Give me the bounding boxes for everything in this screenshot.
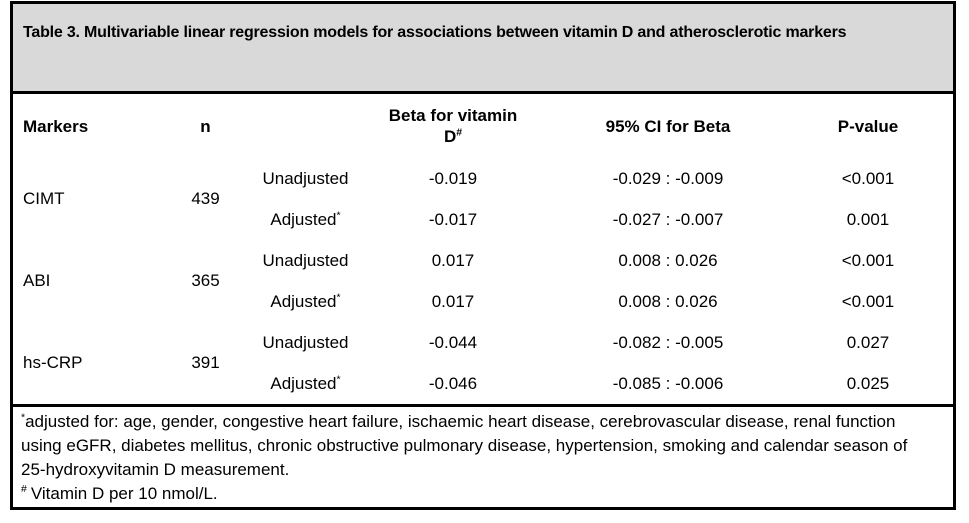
- footnote-hash: #: [21, 483, 27, 496]
- header-row: Markers n Beta for vitamin D# 95% CI for…: [13, 94, 953, 158]
- beta-cell: -0.017: [428, 209, 478, 229]
- beta-header-line2: D#: [443, 126, 463, 146]
- model-superscript: *: [336, 290, 341, 303]
- table-row-hscrp-adjusted: Adjusted* -0.046 -0.085 : -0.006 0.025: [13, 363, 953, 404]
- model-cell: Unadjusted: [262, 168, 349, 188]
- pvalue-cell: <0.001: [841, 168, 895, 188]
- n-cell: 365: [191, 271, 220, 290]
- table-title-band: Table 3. Multivariable linear regression…: [13, 4, 953, 94]
- footnote-asterisk: *: [21, 411, 26, 424]
- footnote-adjusted: *adjusted for: age, gender, congestive h…: [21, 411, 908, 479]
- table-row-cimt-unadjusted: CIMT 439 Unadjusted -0.019 -0.029 : -0.0…: [13, 158, 953, 209]
- beta-cell: 0.017: [431, 291, 475, 311]
- beta-cell: -0.044: [428, 332, 478, 352]
- beta-header-line1: Beta for vitamin: [388, 106, 518, 125]
- n-cell: 391: [191, 353, 220, 372]
- beta-cell: -0.019: [428, 168, 478, 188]
- beta-cell: 0.017: [431, 250, 475, 270]
- pvalue-cell: <0.001: [841, 250, 895, 270]
- column-header-n: n: [200, 116, 211, 136]
- footnote-vitamin-d: # Vitamin D per 10 nmol/L.: [21, 483, 218, 503]
- model-cell: Adjusted*: [270, 290, 341, 311]
- column-header-ci: 95% CI for Beta: [605, 116, 731, 136]
- model-cell: Adjusted*: [270, 372, 341, 393]
- pvalue-cell: <0.001: [841, 291, 895, 311]
- column-header-model: [258, 94, 353, 158]
- regression-table: Markers n Beta for vitamin D# 95% CI for…: [13, 94, 953, 404]
- pvalue-cell: 0.027: [846, 332, 890, 352]
- model-superscript: *: [336, 372, 341, 385]
- model-superscript: *: [336, 208, 341, 221]
- ci-cell: 0.008 : 0.026: [618, 291, 718, 311]
- pvalue-cell: 0.025: [846, 373, 890, 393]
- ci-cell: -0.082 : -0.005: [612, 332, 724, 352]
- pvalue-cell: 0.001: [846, 209, 890, 229]
- table-row-hscrp-unadjusted: hs-CRP 391 Unadjusted -0.044 -0.082 : -0…: [13, 322, 953, 373]
- ci-cell: 0.008 : 0.026: [618, 250, 718, 270]
- table-title: Table 3. Multivariable linear regression…: [23, 24, 847, 41]
- ci-cell: -0.027 : -0.007: [612, 209, 724, 229]
- footnotes: *adjusted for: age, gender, congestive h…: [13, 404, 953, 506]
- beta-header-superscript: #: [456, 126, 463, 139]
- column-header-pvalue: P-value: [837, 116, 899, 136]
- table-row-cimt-adjusted: Adjusted* -0.017 -0.027 : -0.007 0.001: [13, 199, 953, 240]
- ci-cell: -0.085 : -0.006: [612, 373, 724, 393]
- column-header-markers: Markers: [23, 116, 89, 136]
- marker-cell: ABI: [23, 271, 51, 290]
- table-row-abi-unadjusted: ABI 365 Unadjusted 0.017 0.008 : 0.026 <…: [13, 240, 953, 291]
- n-cell: 439: [191, 189, 220, 208]
- ci-cell: -0.029 : -0.009: [612, 168, 724, 188]
- marker-cell: CIMT: [23, 189, 65, 208]
- column-header-beta: Beta for vitamin D#: [353, 94, 553, 158]
- marker-cell: hs-CRP: [23, 353, 83, 372]
- model-cell: Unadjusted: [262, 250, 349, 270]
- table-frame: Table 3. Multivariable linear regression…: [10, 1, 956, 510]
- model-cell: Adjusted*: [270, 208, 341, 229]
- table-row-abi-adjusted: Adjusted* 0.017 0.008 : 0.026 <0.001: [13, 281, 953, 322]
- beta-cell: -0.046: [428, 373, 478, 393]
- model-cell: Unadjusted: [262, 332, 349, 352]
